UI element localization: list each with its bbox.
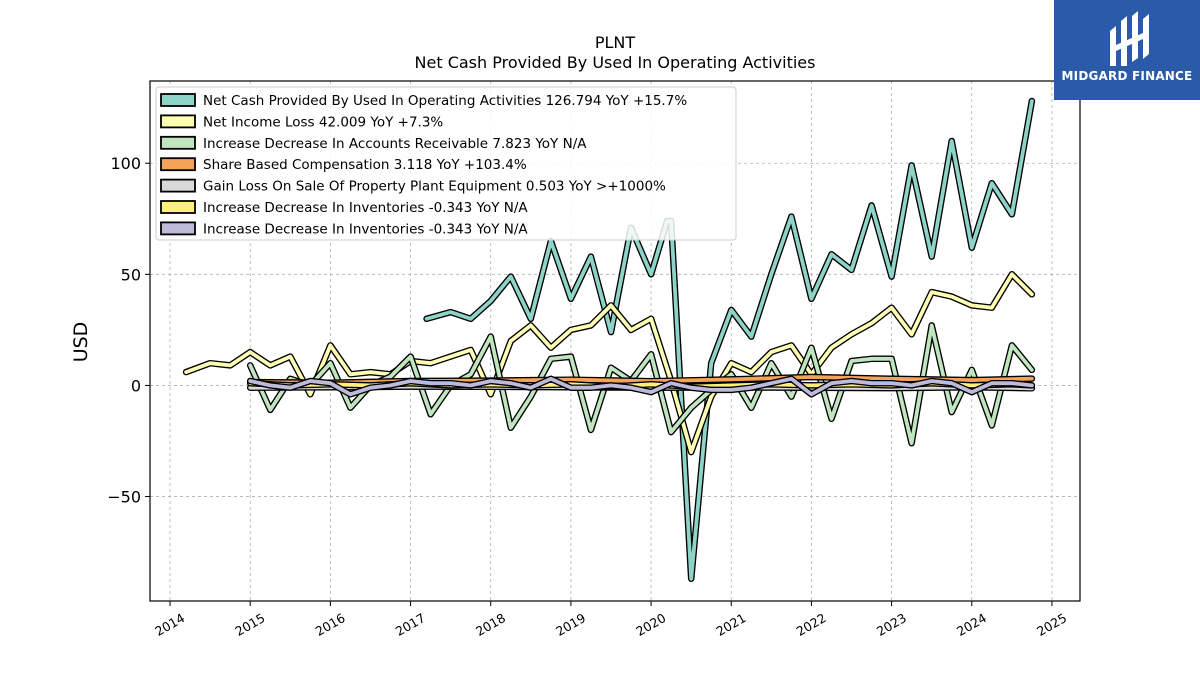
legend-swatch — [160, 200, 196, 214]
x-tick-label: 2018 — [473, 610, 508, 639]
midgard-logo-icon — [1110, 11, 1149, 66]
legend-label: Increase Decrease In Accounts Receivable… — [203, 136, 587, 152]
y-axis-label: USD — [70, 322, 92, 363]
y-tick-label: 50 — [121, 265, 141, 284]
series-path — [248, 376, 1034, 397]
x-tick-label: 2024 — [954, 610, 989, 639]
chart-subtitle: Net Cash Provided By Used In Operating A… — [415, 53, 816, 72]
brand-logo: MIDGARD FINANCE — [1054, 0, 1200, 100]
legend-swatch — [160, 221, 196, 236]
plot-frame — [149, 80, 1081, 602]
x-tick-label: 2019 — [553, 610, 588, 639]
legend-label: Share Based Compensation 3.118 YoY +103.… — [203, 157, 527, 173]
x-tick-label: 2017 — [393, 610, 428, 639]
legend-item: Increase Decrease In Inventories -0.343 … — [160, 200, 528, 216]
y-axis: −50 0 50 100 — [107, 154, 150, 507]
legend-swatch — [160, 178, 196, 193]
legend-item: Increase Decrease In Inventories -0.343 … — [160, 221, 528, 237]
series-line-1 — [182, 271, 1036, 456]
legend-item: Share Based Compensation 3.118 YoY +103.… — [160, 157, 527, 173]
x-tick-label: 2021 — [713, 610, 748, 639]
series-line-0 — [423, 97, 1036, 583]
series-path — [184, 272, 1034, 455]
legend-label: Increase Decrease In Inventories -0.343 … — [203, 221, 528, 237]
legend: Net Cash Provided By Used In Operating A… — [155, 86, 737, 241]
x-tick-label: 2015 — [232, 610, 267, 639]
series-lines — [182, 97, 1036, 583]
x-tick-label: 2023 — [874, 610, 909, 639]
legend-swatch — [160, 135, 196, 150]
y-tick-label: 100 — [110, 154, 141, 173]
x-tick-label: 2022 — [794, 610, 829, 639]
legend-label: Increase Decrease In Inventories -0.343 … — [203, 200, 528, 216]
legend-box — [155, 86, 737, 241]
series-line-6 — [246, 375, 1036, 398]
legend-label: Net Income Loss 42.009 YoY +7.3% — [203, 114, 443, 130]
legend-item: Net Income Loss 42.009 YoY +7.3% — [160, 114, 443, 130]
legend-item: Net Cash Provided By Used In Operating A… — [160, 93, 687, 109]
y-tick-label: −50 — [107, 488, 141, 507]
legend-label: Gain Loss On Sale Of Property Plant Equi… — [203, 179, 666, 195]
y-tick-label: 0 — [131, 376, 141, 395]
chart-title: PLNT — [595, 33, 636, 52]
x-tick-label: 2020 — [633, 610, 668, 639]
series-path — [424, 99, 1034, 581]
legend-item: Gain Loss On Sale Of Property Plant Equi… — [160, 178, 666, 195]
legend-swatch — [160, 114, 196, 129]
x-axis: 2014 2015 2016 2017 2018 2019 2020 2021 2022 2023… — [152, 601, 1069, 639]
x-tick-label: 2016 — [313, 610, 348, 639]
x-tick-label: 2025 — [1034, 610, 1069, 639]
legend-label: Net Cash Provided By Used In Operating A… — [203, 93, 687, 109]
legend-item: Increase Decrease In Accounts Receivable… — [160, 135, 587, 152]
legend-swatch — [160, 157, 196, 172]
x-tick-label: 2014 — [152, 610, 187, 639]
legend-swatch — [160, 93, 196, 107]
brand-name: MIDGARD FINANCE — [1061, 69, 1193, 83]
